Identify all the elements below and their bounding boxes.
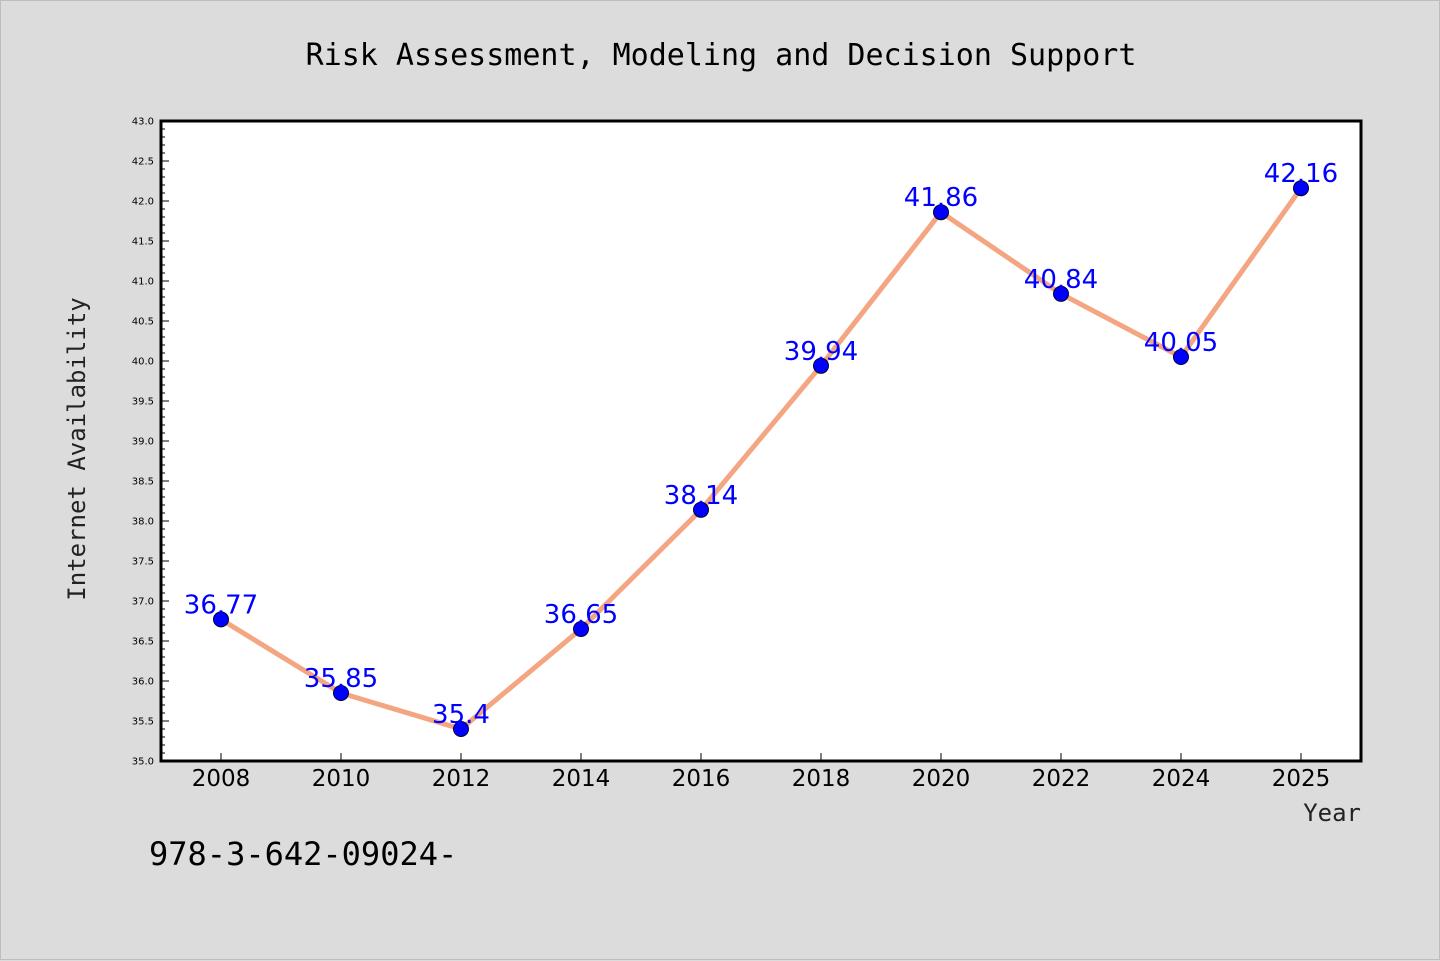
data-label: 35.85 (304, 664, 378, 694)
data-label: 38.14 (664, 481, 738, 511)
y-tick-label: 35.5 (132, 717, 154, 728)
y-tick-label: 40.0 (132, 357, 154, 368)
y-tick-label: 39.0 (132, 437, 154, 448)
data-point (933, 204, 949, 221)
data-label: 41.86 (904, 183, 978, 213)
x-tick-label: 2018 (792, 766, 851, 792)
y-tick-label: 43.0 (132, 117, 154, 128)
data-point (573, 621, 589, 637)
x-tick-label: 2024 (1152, 766, 1211, 792)
y-tick-label: 38.0 (132, 517, 154, 528)
data-point (453, 721, 469, 737)
chart-title: Risk Assessment, Modeling and Decision S… (306, 38, 1137, 73)
x-axis-ticks: 2008 2010 2012 2014 2016 2018 2020 2022 2024 2025 (192, 753, 1331, 792)
x-tick-label: 2010 (312, 766, 371, 792)
data-point (333, 685, 349, 701)
data-label: 36.65 (544, 600, 618, 630)
data-point (1173, 349, 1189, 365)
y-tick-label: 38.5 (132, 477, 154, 488)
x-tick-label: 2014 (552, 766, 611, 792)
data-point (1053, 285, 1069, 302)
x-tick-label: 2008 (192, 766, 251, 792)
data-label: 35.4 (432, 700, 490, 730)
y-tick-label: 41.0 (132, 277, 154, 288)
x-tick-label: 2025 (1272, 766, 1331, 792)
data-label: 40.84 (1024, 265, 1098, 295)
x-tick-label: 2022 (1032, 766, 1091, 792)
data-label: 39.94 (784, 337, 858, 367)
x-tick-label: 2016 (672, 766, 731, 792)
y-tick-label: 39.5 (132, 397, 154, 408)
data-point (1293, 180, 1309, 197)
data-labels: 36.77 35.85 35.4 36.65 38.14 39.94 41.86 40.84 4… (184, 159, 1338, 730)
y-axis-label: Internet Availability (63, 297, 91, 600)
y-tick-label: 36.5 (132, 637, 154, 648)
data-point (813, 357, 829, 374)
series-line (218, 185, 1304, 732)
y-tick-label: 37.5 (132, 557, 154, 568)
data-label: 42.16 (1264, 159, 1338, 189)
x-tick-label: 2012 (432, 766, 491, 792)
x-tick-label: 2020 (912, 766, 971, 792)
data-point (693, 501, 709, 518)
data-series (213, 180, 1309, 737)
y-tick-label: 41.5 (132, 237, 154, 248)
y-tick-label: 42.5 (132, 157, 154, 168)
footnote-text: 978-3-642-09024- (149, 835, 457, 873)
y-tick-label: 35.0 (132, 757, 154, 768)
y-tick-label: 40.5 (132, 317, 154, 328)
data-label: 36.77 (184, 590, 258, 620)
data-label: 40.05 (1144, 328, 1218, 358)
y-tick-label: 37.0 (132, 597, 154, 608)
y-tick-label: 42.0 (132, 197, 154, 208)
x-axis-label: Year (1303, 799, 1361, 827)
data-point (213, 611, 229, 628)
y-tick-label: 36.0 (132, 677, 154, 688)
y-axis-ticks: 35.0 35.5 36.0 36.5 37.0 37.5 38.0 38.5 39.0 39.5… (132, 117, 169, 768)
